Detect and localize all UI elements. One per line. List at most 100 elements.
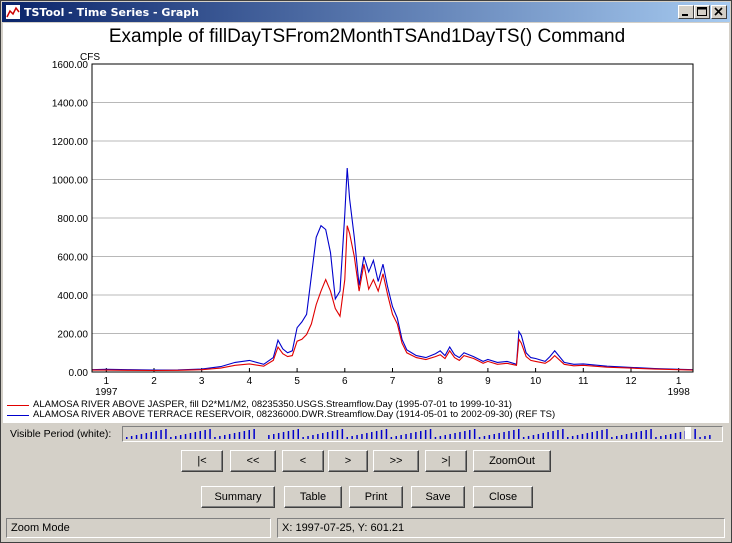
visible-period-spike [576,435,579,439]
x-tick-label: 8 [437,376,443,387]
visible-window-marker[interactable] [685,427,691,439]
visible-period-spike [429,429,432,439]
visible-period-spike [562,429,564,439]
visible-period-spike [493,434,495,439]
visible-period-spike [184,434,187,439]
visible-period-spike [620,435,623,439]
summary-button[interactable]: Summary [201,486,275,508]
visible-period-spike [532,435,535,439]
forward-button[interactable]: > [328,450,368,472]
visible-period-spike [277,433,280,439]
visible-period-spike [395,436,397,439]
print-button[interactable]: Print [349,486,403,508]
visible-period-spike [469,430,471,439]
visible-period-spike [179,435,182,439]
visible-period-spike [150,432,152,439]
page-back-button[interactable]: << [230,450,276,472]
time-series-chart[interactable]: 0.00 200.00 400.00 600.00 800.00 1000.00 1200.… [1,1,732,401]
close-button[interactable]: Close [473,486,533,508]
visible-period-bar[interactable] [122,426,723,442]
visible-period-spike [498,433,500,439]
visible-period-spike [405,434,407,439]
visible-period-spike [135,435,138,439]
x-year-label: 1997 [95,387,118,398]
save-button[interactable]: Save [411,486,465,508]
visible-period-spike [204,430,206,439]
legend-swatch-red [7,404,29,406]
visible-period-spike [155,431,157,439]
visible-period-spike [601,430,603,439]
series-line-1 [91,167,694,371]
visible-period-spike [444,435,446,439]
x-tick-label: 1 [676,376,682,387]
y-tick-label: 400.00 [57,291,88,302]
visible-period-spike [694,429,696,439]
visible-period-spike [625,434,628,439]
series-line-0 [92,225,694,372]
visible-period-spike [341,429,344,439]
visible-period-spike [547,432,549,439]
visible-period-spike [630,433,633,439]
visible-period-spike [194,432,197,439]
visible-period-spike [449,434,451,439]
visible-period-spike [488,435,491,439]
close-window-button[interactable] [711,5,727,19]
visible-period-spike [224,435,226,439]
visible-period-spike [160,430,162,439]
visible-period-spike [635,432,638,439]
visible-period-spike [596,431,598,439]
page-forward-button[interactable]: >> [373,450,419,472]
zoom-out-button[interactable]: ZoomOut [473,450,551,472]
visible-period-spike [253,429,255,439]
first-button[interactable]: |< [181,450,223,472]
visible-period-spike [669,434,672,439]
visible-period-spike [351,436,353,439]
visible-period-spike [473,429,476,439]
last-button[interactable]: >| [425,450,467,472]
back-button[interactable]: < [282,450,324,472]
visible-period-spike [375,431,378,439]
visible-period-label: Visible Period (white): [10,428,112,440]
visible-period-spike [586,433,589,439]
x-tick-label: 4 [247,376,253,387]
visible-period-spike [145,433,148,439]
x-tick-label: 5 [294,376,300,387]
visible-period-spike [483,436,486,439]
x-tick-label: 11 [578,376,589,387]
visible-period-spike [385,429,388,439]
visible-period-spike [322,433,324,439]
x-year-label: 1998 [668,387,691,398]
visible-period-spike [454,433,456,439]
visible-period-spike [268,435,270,439]
visible-period-spike [655,437,657,439]
y-tick-label: 800.00 [57,214,88,225]
visible-period-spike [273,434,275,439]
visible-period-spike [238,432,241,439]
plot-border [91,63,694,373]
x-tick-label: 9 [485,376,491,387]
y-tick-label: 1200.00 [52,137,89,148]
visible-period-spike [336,430,339,439]
title-bar[interactable]: TSTool - Time Series - Graph [2,2,730,22]
x-tick-label: 6 [342,376,348,387]
legend: ALAMOSA RIVER ABOVE JASPER, fill D2*M1/M… [7,400,555,420]
legend-entry-terrace: ALAMOSA RIVER ABOVE TERRACE RESERVOIR, 0… [7,410,555,420]
visible-period-spike [459,432,461,439]
visible-period-spike [331,431,334,439]
status-mode: Zoom Mode [6,518,271,538]
maximize-button[interactable] [694,5,710,19]
y-tick-label: 1000.00 [52,176,89,187]
visible-period-spike [317,434,319,439]
minimize-button[interactable] [678,5,694,19]
visible-period-spike [508,431,510,439]
visible-period-spike [170,437,172,439]
minimize-icon [682,14,688,16]
table-button[interactable]: Table [284,486,342,508]
visible-period-spike [175,436,177,439]
visible-period-spike [699,437,701,439]
maximize-icon [697,7,707,16]
visible-period-spike [400,435,402,439]
visible-period-spike [297,429,299,439]
visible-period-spike [478,437,481,439]
